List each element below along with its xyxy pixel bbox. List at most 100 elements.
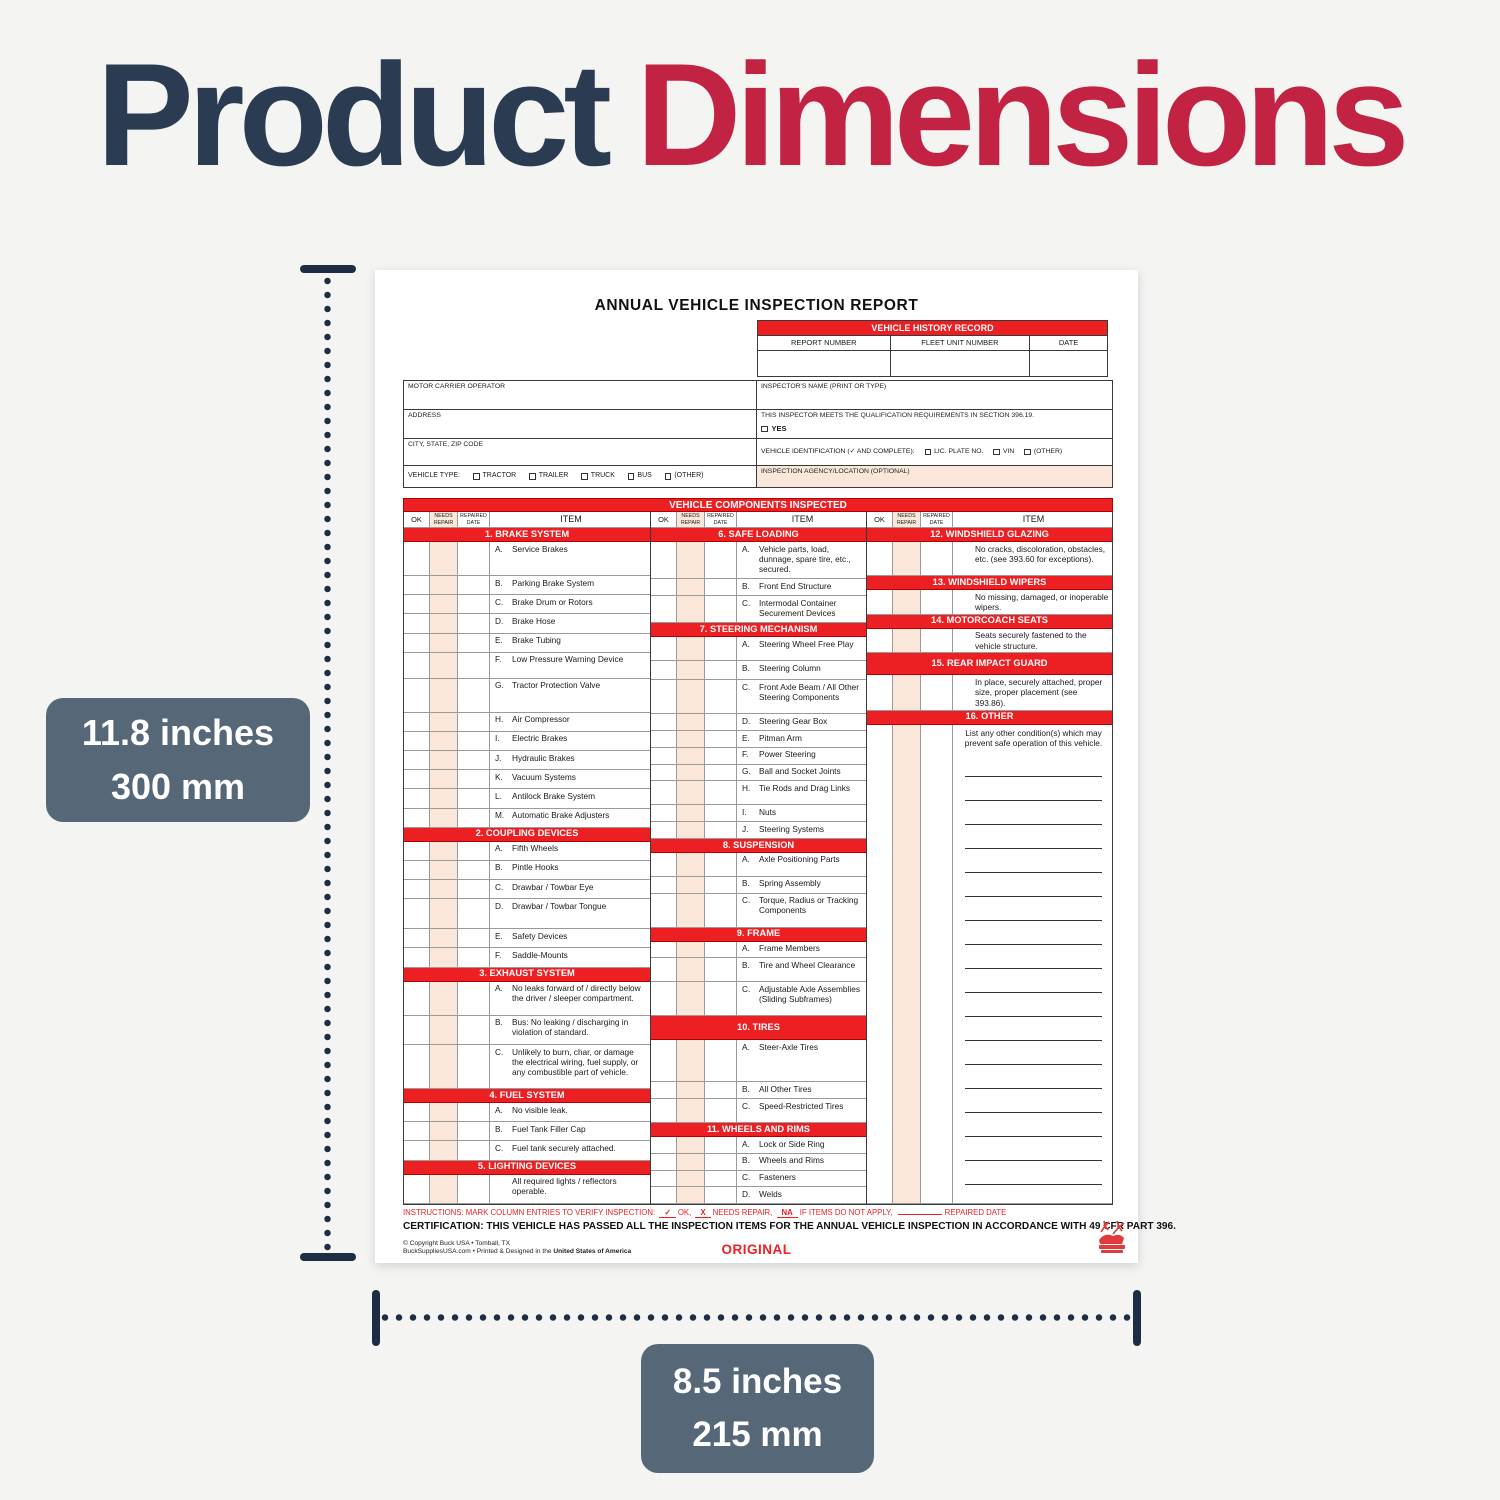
ok-cell (651, 542, 677, 579)
needs-repair-cell (677, 1040, 705, 1082)
repaired-date-cell (705, 1040, 737, 1082)
repaired-date-cell (921, 542, 953, 575)
item-cell: B. Front End Structure (737, 579, 866, 595)
item-line: B. Wheels and Rims (742, 1155, 863, 1165)
item-row: A. Steering Wheel Free Play (651, 637, 866, 662)
item-letter: G. (495, 680, 504, 691)
ok-cell (404, 789, 430, 808)
item-cell: C. Torque, Radius or Tracking Components (737, 894, 866, 927)
write-in-line (965, 945, 1102, 969)
item-letter: F. (495, 949, 502, 960)
needs-repair-cell (430, 595, 458, 614)
repaired-date-cell (705, 893, 737, 927)
needs-repair-cell (430, 770, 458, 789)
item-line: In place, securely attached, proper size… (958, 677, 1109, 708)
repaired-date-cell (705, 822, 737, 838)
item-cell: C. Fuel tank securely attached. (490, 1141, 650, 1159)
item-text: Fuel tank securely attached. (512, 1142, 616, 1153)
ok-cell (404, 614, 430, 633)
ok-cell (404, 1015, 430, 1045)
needs-repair-cell (677, 1137, 705, 1153)
item-cell: G. Tractor Protection Valve (490, 679, 650, 712)
ok-cell (651, 1137, 677, 1153)
write-in-line (965, 1089, 1102, 1113)
repaired-date-cell (458, 1141, 490, 1160)
item-text: Front Axle Beam / All Other Steering Com… (759, 681, 860, 703)
item-row: No cracks, discoloration, obstacles, etc… (867, 542, 1112, 576)
components-column-1: OK NEEDS REPAIR REPAIRED DATE ITEM 1. BRAKE … (404, 512, 651, 1204)
item-row: J. Steering Systems (651, 822, 866, 839)
item-letter: B. (495, 1123, 503, 1134)
needs-repair-cell (677, 661, 705, 680)
checkbox-icon (993, 448, 1000, 456)
item-line: E. Safety Devices (495, 931, 647, 941)
item-row: No missing, damaged, or inoperable wiper… (867, 590, 1112, 615)
instructions-line: INSTRUCTIONS: MARK COLUMN ENTRIES TO VER… (403, 1208, 1007, 1218)
width-label: 8.5 inches 215 mm (641, 1344, 874, 1473)
item-text: Brake Hose (512, 615, 556, 626)
item-row: A. Axle Positioning Parts (651, 852, 866, 877)
copyright-line1: © Copyright Buck USA • Tomball, TX (403, 1240, 510, 1247)
item-text: All Other Tires (759, 1083, 812, 1094)
ok-cell (651, 822, 677, 838)
item-row: C. Brake Drum or Rotors (404, 595, 650, 615)
item-row: E. Pitman Arm (651, 731, 866, 748)
item-line: All required lights / reflectors operabl… (495, 1176, 647, 1197)
needs-repair-cell (677, 637, 705, 661)
item-text: Tire and Wheel Clearance (759, 959, 856, 970)
ok-cell (651, 714, 677, 731)
item-cell: A. Frame Members (737, 942, 866, 958)
item-cell: A. Vehicle parts, load, dunnage, spare ti… (737, 542, 866, 578)
repaired-date-cell (705, 680, 737, 714)
item-row: A. Vehicle parts, load, dunnage, spare ti… (651, 542, 866, 580)
item-row: B. Spring Assembly (651, 876, 866, 894)
repaired-date-cell (458, 1103, 490, 1122)
write-in-line (965, 1041, 1102, 1065)
checkbox-icon (924, 448, 932, 456)
item-line: C. Intermodal Container Securement Device… (742, 598, 863, 619)
vehicle-identification-label: VEHICLE IDENTIFICATION (✓ AND COMPLETE): (761, 447, 915, 455)
item-letter: B. (495, 577, 503, 588)
item-line: A. Steer-Axle Tires (742, 1042, 863, 1052)
item-row: H. Air Compressor (404, 712, 650, 732)
item-letter: B. (742, 1155, 750, 1166)
carrier-inspector-block: MOTOR CARRIER OPERATOR ADDRESS CITY, STA… (403, 380, 1113, 488)
item-letter: C. (742, 597, 751, 608)
item-line: C. Front Axle Beam / All Other Steering C… (742, 682, 863, 703)
needs-repair-cell (677, 714, 705, 731)
item-line: List any other condition(s) which may pr… (958, 726, 1109, 749)
item-cell: E. Pitman Arm (737, 731, 866, 747)
needs-repair-cell (430, 751, 458, 770)
item-letter: A. (495, 983, 503, 994)
repaired-date-cell (458, 731, 490, 751)
vehicle-type-row: VEHICLE TYPE: TRACTOR TRAILER TRUCK BUS … (408, 468, 752, 485)
repaired-date-cell (458, 789, 490, 808)
repaired-date-cell (705, 747, 737, 764)
write-in-line (965, 1161, 1102, 1185)
ok-header: OK (404, 512, 430, 527)
id-option: VIN (993, 448, 1014, 456)
item-cell: D. Steering Gear Box (737, 714, 866, 730)
repaired-date-cell (458, 1174, 490, 1204)
item-letter: A. (742, 943, 750, 954)
carrier-column: MOTOR CARRIER OPERATOR ADDRESS CITY, STA… (403, 380, 757, 488)
item-row: H. Tie Rods and Drag Links (651, 781, 866, 806)
item-text: Intermodal Container Securement Devices (759, 597, 837, 619)
item-line: B. Fuel Tank Filler Cap (495, 1124, 647, 1134)
item-row: In place, securely attached, proper size… (867, 675, 1112, 711)
fleet-unit-number-header: FLEET UNIT NUMBER (891, 336, 1031, 350)
item-cell: J. Steering Systems (737, 822, 866, 838)
item-row: A. Frame Members (651, 941, 866, 959)
repaired-date-cell (921, 675, 953, 710)
repaired-date-cell (458, 808, 490, 827)
needs-repair-cell (677, 876, 705, 893)
date-cell (1030, 351, 1107, 376)
item-line: G. Ball and Socket Joints (742, 766, 863, 776)
item-letter: C. (742, 681, 751, 692)
repaired-date-cell (458, 929, 490, 948)
item-cell: A. Steer-Axle Tires (737, 1040, 866, 1081)
repaired-date-cell (705, 714, 737, 731)
item-text: Brake Drum or Rotors (512, 596, 593, 607)
repaired-date-cell (458, 751, 490, 770)
item-text: Axle Positioning Parts (759, 854, 840, 865)
